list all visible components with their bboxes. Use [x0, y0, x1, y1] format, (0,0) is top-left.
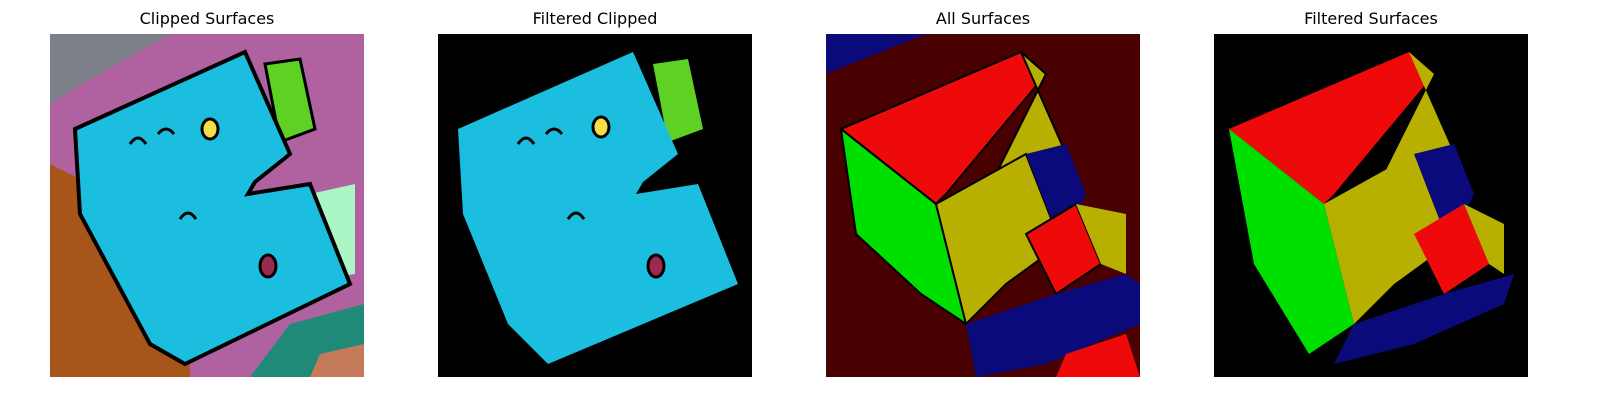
all-surfaces-image	[826, 34, 1140, 377]
panel-filtered-clipped: Filtered Clipped	[438, 0, 752, 400]
panel-title: All Surfaces	[935, 9, 1031, 28]
panel-title: Filtered Clipped	[532, 9, 658, 28]
panel-filtered-surfaces: Filtered Surfaces	[1214, 0, 1528, 400]
filtered-clipped-image	[438, 34, 752, 377]
panel-title: Clipped Surfaces	[139, 9, 275, 28]
panel-clipped-surfaces: Clipped Surfaces	[50, 0, 364, 400]
panel-all-surfaces: All Surfaces	[826, 0, 1140, 400]
clipped-surfaces-image	[50, 34, 364, 377]
panel-title: Filtered Surfaces	[1304, 9, 1438, 28]
filtered-surfaces-image	[1214, 34, 1528, 377]
